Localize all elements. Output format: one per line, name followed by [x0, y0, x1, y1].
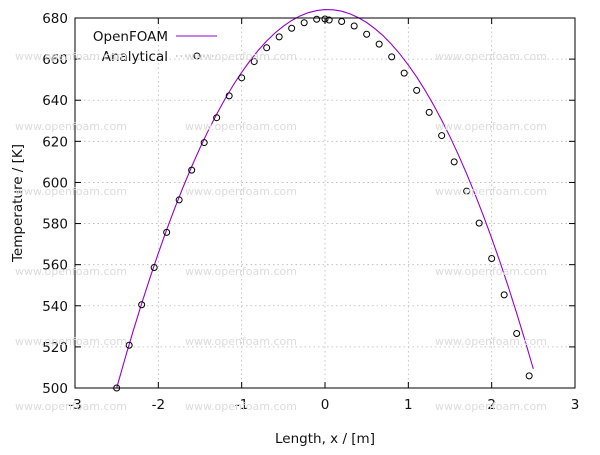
data-point-analytical [300, 19, 308, 27]
data-point-analytical [263, 44, 271, 52]
series-line-openfoam [116, 9, 534, 389]
x-tick-label: 3 [571, 397, 580, 413]
legend-label-analytical: Analytical [102, 49, 168, 65]
data-point-analytical [350, 22, 358, 30]
data-point-analytical [413, 86, 421, 94]
x-tick-label: -1 [235, 397, 248, 413]
data-point-analytical [363, 30, 371, 38]
data-point-analytical [125, 341, 133, 349]
y-tick-label: 500 [42, 381, 68, 397]
y-tick-label: 620 [42, 134, 68, 150]
y-tick-label: 640 [42, 93, 68, 109]
axis-ticks: -3 -2 -1 0 1 2 3 500 520 540 560 580 600 620 640 660 680 [42, 11, 579, 413]
y-tick-label: 660 [42, 52, 68, 68]
data-point-analytical [138, 301, 146, 309]
data-point-analytical [150, 264, 158, 272]
data-point-analytical [338, 17, 346, 25]
y-axis-label: Temperature / [K] [10, 144, 26, 263]
x-tick-label: -3 [68, 397, 81, 413]
data-point-analytical [175, 196, 183, 204]
data-point-analytical [200, 139, 208, 147]
y-tick-label: 580 [42, 217, 68, 233]
data-point-analytical [450, 158, 458, 166]
legend-label-openfoam: OpenFOAM [93, 29, 168, 45]
y-tick-label: 680 [42, 11, 68, 27]
y-tick-label: 560 [42, 258, 68, 274]
data-point-analytical [500, 291, 508, 299]
data-point-analytical [375, 40, 383, 48]
data-point-analytical [400, 69, 408, 77]
plot-series [113, 9, 534, 392]
data-point-analytical [313, 15, 321, 23]
data-point-analytical [388, 53, 396, 61]
data-point-analytical [188, 166, 196, 174]
data-point-analytical [488, 255, 496, 262]
grid-lines [75, 18, 575, 388]
data-point-analytical [163, 228, 171, 236]
data-point-analytical [213, 114, 221, 122]
data-point-analytical [275, 33, 283, 41]
legend: OpenFOAM Analytical [93, 29, 217, 65]
data-point-analytical [325, 16, 333, 24]
x-tick-label: 1 [404, 397, 413, 413]
y-tick-label: 540 [42, 299, 68, 315]
data-point-analytical [438, 132, 446, 140]
y-tick-label: 520 [42, 340, 68, 356]
data-point-analytical [288, 24, 296, 32]
data-point-analytical [513, 330, 521, 338]
x-tick-label: 0 [321, 397, 330, 413]
x-axis-label: Length, x / [m] [275, 431, 375, 447]
y-tick-label: 600 [42, 175, 68, 191]
data-point-analytical [463, 187, 471, 195]
data-point-analytical [525, 372, 533, 380]
data-point-analytical [475, 219, 483, 227]
data-point-analytical [425, 108, 433, 116]
data-point-analytical [225, 92, 233, 100]
x-tick-label: -2 [152, 397, 165, 413]
x-tick-label: 2 [487, 397, 496, 413]
data-point-analytical [238, 74, 246, 82]
data-point-analytical [250, 58, 258, 66]
legend-marker-analytical [193, 52, 201, 60]
